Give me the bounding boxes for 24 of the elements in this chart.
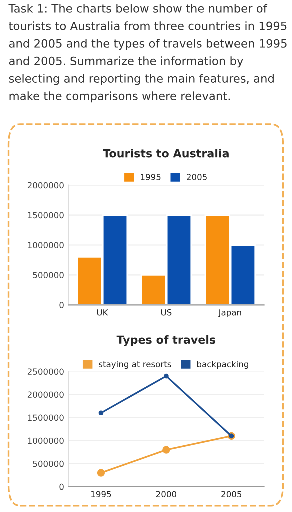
- x-tick-label: Japan: [218, 310, 242, 318]
- y-tick-label: 2500000: [28, 368, 64, 375]
- y-tick-label: 2000000: [28, 392, 64, 398]
- y-tick-label: 1500000: [28, 414, 64, 422]
- x-tick-label: 1995: [92, 491, 112, 498]
- y-tick-label: 500000: [33, 272, 64, 278]
- y-tick-label: 500000: [33, 460, 64, 468]
- x-tick-label: US: [161, 309, 172, 316]
- legend-label: 1995: [141, 174, 161, 180]
- y-tick-label: 0: [60, 484, 64, 490]
- legend-label: staying at resorts: [99, 361, 172, 370]
- y-tick-label: 1000000: [28, 242, 64, 249]
- legend-label: 2005: [187, 174, 207, 180]
- y-tick-label: 1500000: [28, 212, 64, 219]
- chart-title: Types of travels: [116, 335, 216, 346]
- y-tick-label: 2000000: [28, 182, 64, 189]
- legend-label: backpacking: [197, 361, 248, 370]
- x-tick-label: UK: [97, 310, 108, 316]
- x-tick-label: 2005: [222, 491, 242, 498]
- text: Task 1: The charts below show the number of tourists to Australia from three countries in 1995 and 2005 and the types of travels between 1995 and 2005. Summarize the information by selecting and reporting the main features, and make the comparisons where relevant.: [8, 4, 287, 103]
- y-tick-label: 0: [60, 302, 64, 308]
- y-tick-label: 1000000: [28, 438, 64, 444]
- chart-title: Tourists to Australia: [103, 149, 229, 158]
- x-tick-label: 2000: [156, 491, 176, 498]
